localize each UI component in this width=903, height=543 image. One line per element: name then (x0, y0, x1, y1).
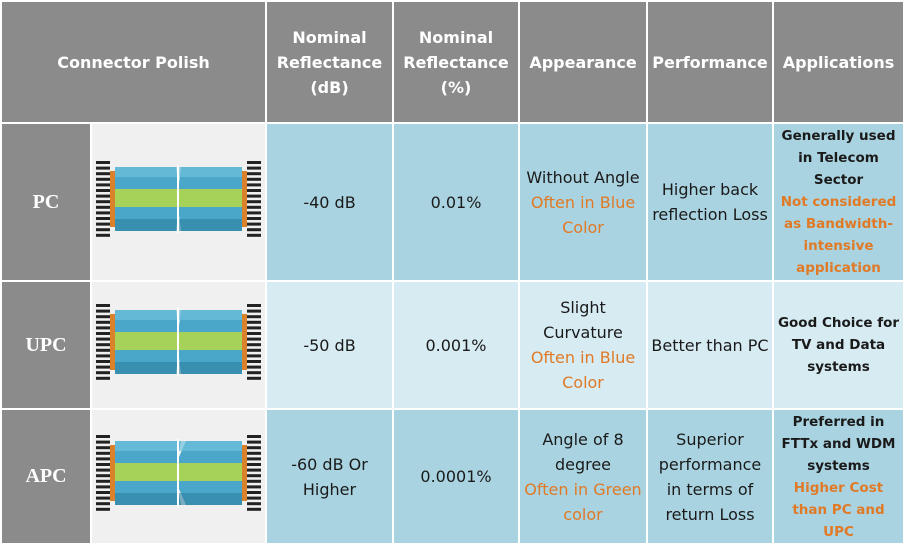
appearance: Angle of 8 degree Often in Green color (518, 408, 648, 543)
connector-image (90, 280, 267, 410)
reflectance-db: -40 dB (265, 122, 394, 282)
appearance-note: Often in Blue Color (530, 192, 636, 237)
performance: Higher back reflection Loss (646, 122, 774, 282)
performance: Better than PC (646, 280, 774, 410)
connector-illustration (96, 435, 261, 511)
applications-text: Preferred in FTTx and WDM systems (781, 413, 896, 474)
applications: Generally used in Telecom Sector Not cons… (772, 122, 903, 282)
row-label: UPC (0, 280, 92, 410)
header-cell: Applications (772, 0, 903, 124)
connector-image (90, 408, 267, 543)
appearance-note: Often in Blue Color (530, 348, 636, 392)
performance: Superior performance in terms of return … (646, 408, 774, 543)
header-cell: Connector Polish (0, 0, 267, 124)
reflectance-pct: 0.01% (392, 122, 520, 282)
header-cell: Appearance (518, 0, 648, 124)
appearance-note: Often in Green color (524, 479, 642, 524)
data-row: APC -60 dB Or Higher 0.0001% Angle of 8 deg… (0, 408, 903, 543)
applications: Preferred in FTTx and WDM systems Higher … (772, 408, 903, 543)
data-row: UPC -50 dB 0.001% Slight Curvature Often in … (0, 280, 903, 410)
data-row: PC -40 dB 0.01% Without Angle Often in Blue … (0, 122, 903, 282)
connector-illustration (96, 160, 261, 237)
row-label: APC (0, 408, 92, 543)
header-cell: Performance (646, 0, 774, 124)
applications-text: Good Choice for TV and Data systems (777, 315, 900, 375)
appearance-text: Without Angle (526, 167, 640, 187)
connector-illustration (96, 303, 261, 380)
applications: Good Choice for TV and Data systems (772, 280, 903, 410)
appearance: Without Angle Often in Blue Color (518, 122, 648, 282)
reflectance-pct: 0.0001% (392, 408, 520, 543)
appearance-text: Slight Curvature (543, 298, 623, 342)
header-row: Connector Polish Nominal Reflectance (dB… (0, 0, 903, 124)
applications-text: Generally used in Telecom Sector (781, 128, 896, 188)
reflectance-db: -50 dB (265, 280, 394, 410)
appearance: Slight Curvature Often in Blue Color (518, 280, 648, 410)
appearance-text: Angle of 8 degree (542, 429, 624, 474)
applications-note: Not considered as Bandwidth-intensive ap… (780, 194, 897, 276)
reflectance-db: -60 dB Or Higher (265, 408, 394, 543)
header-cell: Nominal Reflectance (%) (392, 0, 520, 124)
row-label: PC (0, 122, 92, 282)
reflectance-pct: 0.001% (392, 280, 520, 410)
header-cell: Nominal Reflectance (dB) (265, 0, 394, 124)
applications-note: Higher Cost than PC and UPC (792, 479, 885, 540)
connector-image (90, 122, 267, 282)
